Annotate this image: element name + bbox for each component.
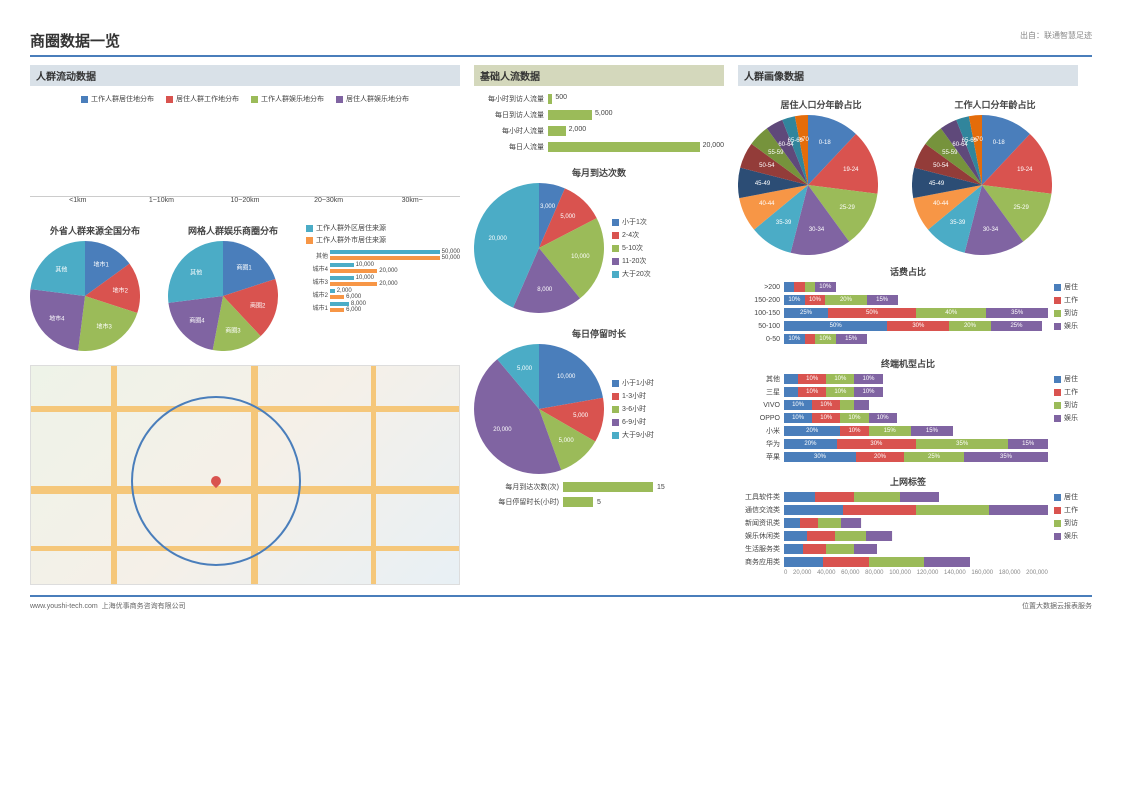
page-footer: www.youshi-tech.com 上海优事商务咨询有限公司 位置大数据云报… [30, 595, 1092, 611]
tags-axis: 020,00040,00060,00080,000100,000120,0001… [738, 570, 1048, 576]
grouped-bar-xlabels: <1km1~10km10~20km20~30km30km~ [30, 197, 460, 204]
tags-title: 上网标签 [738, 475, 1078, 488]
fee-stacked-chart: >20010%150-20010%10%20%15%100-15025%50%4… [738, 282, 1048, 347]
work-age-title: 工作人口分年龄占比 [912, 98, 1078, 111]
stacked-legend-2: 居住工作到访娱乐 [1054, 374, 1078, 465]
fee-title: 话费占比 [738, 265, 1078, 278]
summary-bars: 每月到达次数(次)15每日停留时长(小时)5 [474, 482, 724, 507]
phone-title: 终端机型占比 [738, 357, 1078, 370]
section-basic-title: 基础人流数据 [474, 65, 724, 86]
stacked-legend-3: 居住工作到访娱乐 [1054, 492, 1078, 576]
mall-pie: 商圈1商圈2商圈3商圈4其他 [168, 241, 298, 351]
province-pie-title: 外省人群来源全国分布 [30, 224, 160, 237]
province-pie: 地市1地市2地市3地市4其他 [30, 241, 160, 351]
section-flow-title: 人群流动数据 [30, 65, 460, 86]
res-age-pie: 0-1819-2425-2930-3435-3940-4445-4950-545… [738, 115, 904, 255]
mall-pie-title: 网格人群娱乐商圈分布 [168, 224, 298, 237]
section-portrait-title: 人群画像数据 [738, 65, 1078, 86]
source-label: 出自：联通智慧足迹 [1020, 30, 1092, 51]
source-bars-legend: 工作人群外区居住来源工作人群外市居住来源 [306, 223, 460, 245]
daily-stay-pie: 10,0005,0005,00020,0005,000 [474, 344, 604, 474]
map-area [30, 365, 460, 585]
monthly-visits-title: 每月到达次数 [474, 166, 724, 179]
daily-stay-legend: 小于1小时1-3小时3-6小时6-9小时大于9小时 [612, 378, 654, 440]
res-age-title: 居住人口分年龄占比 [738, 98, 904, 111]
phone-stacked-chart: 其他10%10%10%三星10%10%10%VIVO10%10%OPPO10%1… [738, 374, 1048, 465]
daily-stay-title: 每日停留时长 [474, 327, 724, 340]
tags-stacked-chart: 工具软件类通信交流类新闻资讯类娱乐休闲类生活服务类商务应用类 [738, 492, 1048, 567]
monthly-visits-pie: 3,0005,00010,0008,00020,000 [474, 183, 604, 313]
stacked-legend: 居住工作到访娱乐 [1054, 282, 1078, 347]
page-title: 商圈数据一览 [30, 30, 120, 51]
page-header: 商圈数据一览 出自：联通智慧足迹 [30, 30, 1092, 57]
grouped-bar-legend: 工作人群居住地分布居住人群工作地分布工作人群娱乐地分布居住人群娱乐地分布 [30, 94, 460, 104]
basic-flow-bars: 每小时到访人流量500每日到访人流量5,000每小时人流量2,000每日人流量2… [474, 94, 724, 152]
grouped-bar-chart [30, 107, 460, 197]
work-age-pie: 0-1819-2425-2930-3435-3940-4445-4950-545… [912, 115, 1078, 255]
monthly-visits-legend: 小于1次2-4次5-10次11-20次大于20次 [612, 217, 651, 279]
source-bars: 其他50,00050,000城市410,00020,000城市310,00020… [306, 249, 460, 313]
